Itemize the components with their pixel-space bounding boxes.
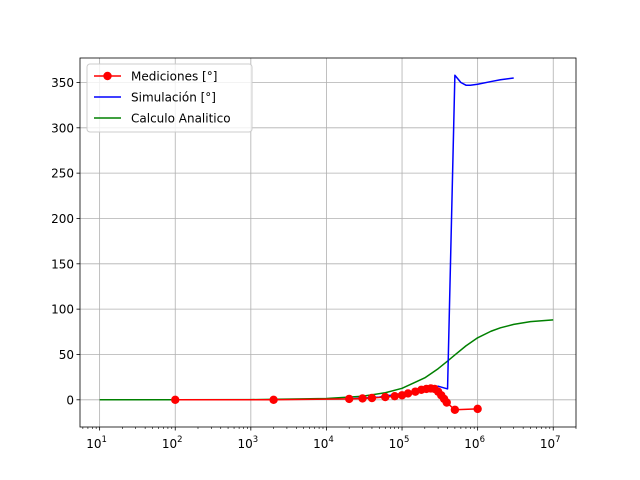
y-tick-label: 50 (59, 348, 74, 362)
series-0 (171, 384, 482, 414)
x-axis: 101 102 103 104 105 106 107 (82, 427, 577, 451)
x-tick-label: 106 (464, 435, 485, 451)
data-point (473, 404, 482, 414)
y-tick-label: 0 (66, 393, 74, 407)
legend: Mediciones [°] Simulación [°] Calculo Anal… (86, 63, 253, 133)
data-point (390, 391, 399, 401)
data-point (171, 395, 180, 405)
y-tick-label: 100 (51, 303, 74, 317)
legend-item: Simulación [°] (94, 91, 216, 105)
data-point (367, 393, 377, 403)
x-tick-label: 105 (389, 435, 410, 451)
data-point (381, 392, 390, 402)
y-tick-label: 150 (51, 257, 74, 271)
data-point (344, 394, 354, 404)
legend-label: Simulación [°] (131, 91, 216, 105)
y-tick-label: 350 (51, 76, 74, 90)
legend-label: Calculo Analitico (131, 112, 231, 126)
x-tick-label: 107 (540, 435, 561, 451)
x-tick-label: 101 (86, 435, 107, 451)
legend-item: Calculo Analitico (94, 112, 231, 126)
legend-box (86, 63, 253, 133)
y-tick-label: 200 (51, 212, 74, 226)
data-point (450, 405, 460, 414)
legend-marker (103, 71, 112, 81)
plot-frame (79, 57, 577, 428)
x-tick-label: 104 (313, 435, 334, 451)
data-point (269, 395, 278, 405)
y-tick-label: 250 (51, 167, 74, 181)
legend-label: Mediciones [°] (131, 70, 217, 84)
x-tick-label: 103 (237, 435, 258, 451)
y-tick-label: 300 (51, 121, 74, 135)
legend-item: Mediciones [°] (94, 70, 217, 84)
x-tick-label: 102 (162, 435, 183, 451)
series-layer (99, 74, 554, 414)
y-axis: 0 50 100 150 200 250 300 350 (51, 76, 80, 407)
data-point (442, 398, 451, 407)
data-point (403, 389, 413, 398)
data-point (358, 394, 367, 403)
